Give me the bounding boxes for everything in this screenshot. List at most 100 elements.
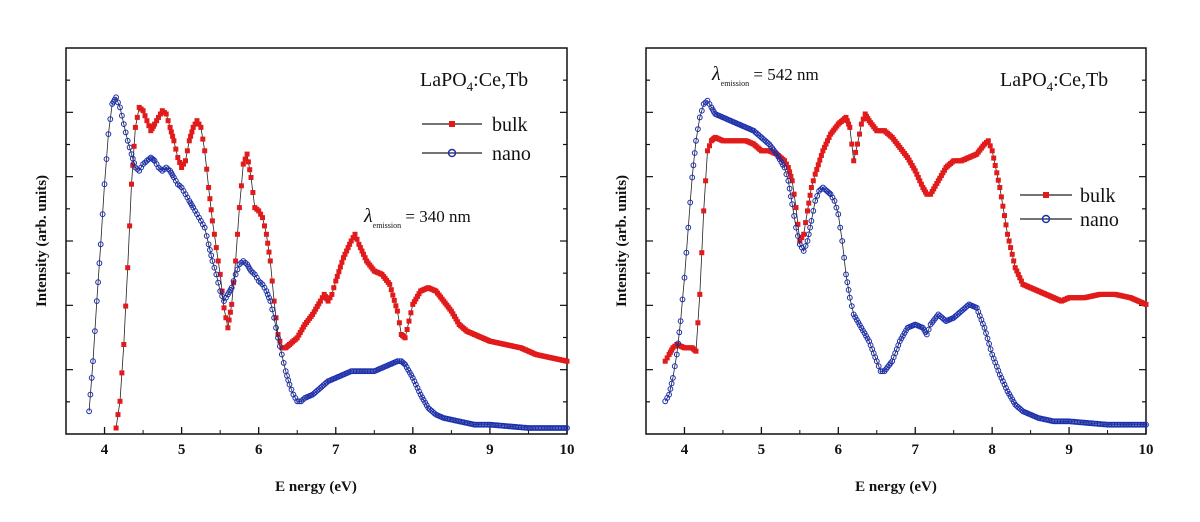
right-series-nano-point — [848, 303, 855, 310]
left-series-bulk-point — [387, 281, 393, 287]
right-series-bulk-point — [806, 200, 812, 206]
left-series-bulk-point — [408, 310, 414, 316]
left-series-nano-point — [564, 425, 570, 431]
left-series-bulk-point — [125, 265, 131, 271]
left-annotation-text: = 340 nm — [401, 207, 471, 226]
right-series-nano — [662, 97, 1149, 428]
right-series-nano-point — [839, 238, 846, 244]
left-series-bulk-point — [202, 148, 208, 154]
right-series-nano-point — [785, 177, 792, 184]
right-series-nano-point — [1143, 421, 1149, 428]
left-series-bulk-point — [240, 161, 246, 167]
left-series-nano-point — [105, 131, 112, 138]
left-series-bulk-point — [154, 118, 160, 124]
left-legend-nano-marker — [447, 148, 457, 158]
right-series-nano-point — [786, 185, 793, 192]
right-series-bulk-point — [911, 165, 917, 171]
right-lambda-symbol: λ — [711, 63, 721, 85]
left-lambda-symbol: λ — [363, 205, 373, 227]
left-series-bulk-point — [163, 111, 169, 117]
right-series-bulk-point — [1000, 203, 1006, 209]
left-series-bulk-point — [113, 425, 119, 431]
left-series-bulk-point — [390, 292, 396, 298]
right-legend-bulk-marker — [1043, 192, 1049, 198]
left-series-bulk-point — [132, 124, 138, 130]
right-series-nano-point — [673, 351, 680, 358]
right-series-bulk-point — [846, 121, 852, 127]
left-series-bulk-point — [229, 301, 235, 307]
left-x-tick-label: 5 — [178, 442, 186, 458]
left-legend-bulk-label: bulk — [492, 114, 528, 136]
right-series-nano-point — [1001, 381, 1008, 388]
right-series-bulk-point — [917, 178, 923, 184]
right-legend-nano-marker — [1041, 214, 1051, 224]
left-series-bulk-point — [127, 223, 133, 229]
left-series-bulk-point — [235, 231, 240, 237]
right-series-bulk-point — [785, 165, 791, 170]
left-series-nano-point — [232, 271, 239, 278]
left-series-nano-point — [263, 288, 270, 295]
right-series-bulk-point — [825, 138, 830, 144]
left-series-bulk-point — [123, 303, 129, 309]
right-legend-nano-label: nano — [1080, 209, 1119, 231]
left-series-bulk-point — [344, 248, 350, 254]
left-series-nano-point — [278, 351, 285, 358]
left-series-bulk-point — [410, 301, 416, 307]
right-series-bulk-point — [1003, 222, 1009, 228]
right-series-bulk-point — [942, 167, 947, 173]
left-series-bulk-point — [275, 332, 281, 337]
left-series-bulk-point — [173, 146, 179, 152]
left-series-bulk-point — [394, 308, 400, 314]
left-series-nano-point — [120, 121, 127, 127]
left-series-bulk-point — [317, 298, 323, 304]
left-series-nano-point — [288, 386, 295, 393]
right-series-nano-point — [791, 213, 797, 219]
right-x-ticks: 4 5 6 7 8 9 10 — [645, 427, 1154, 458]
left-series-nano-point — [115, 99, 121, 106]
left-series-nano-point — [150, 156, 157, 163]
right-series-bulk-point — [807, 192, 813, 198]
left-x-ticks: 4 5 6 7 8 9 10 — [65, 427, 575, 458]
left-series-bulk-point — [310, 311, 316, 317]
right-series-bulk-point — [844, 118, 850, 124]
right-series-nano-point — [671, 363, 678, 370]
left-series-bulk-point — [250, 190, 256, 195]
left-series-bulk-point — [233, 258, 239, 264]
left-series-bulk-point — [245, 159, 251, 165]
left-series-bulk-point — [223, 315, 229, 321]
left-series-bulk-point — [157, 111, 163, 117]
left-series-bulk-point — [167, 124, 173, 130]
right-compound-label: LaPO4:Ce,Tb — [1000, 69, 1108, 94]
right-series-bulk-point — [843, 114, 849, 120]
left-series-nano — [86, 94, 570, 431]
left-series-nano-point — [117, 104, 123, 111]
right-series-bulk-point — [815, 162, 821, 168]
right-series-bulk-point — [1011, 258, 1017, 264]
right-series-nano-point — [667, 386, 674, 392]
left-series-bulk — [113, 104, 570, 431]
left-series-bulk-point — [354, 236, 360, 242]
left-series-bulk-point — [225, 325, 231, 331]
left-series-bulk-point — [263, 231, 269, 237]
right-series-bulk-point — [805, 208, 810, 214]
left-series-bulk-point — [266, 249, 272, 255]
right-series-nano-point — [1000, 378, 1006, 385]
right-series-bulk-point — [1014, 268, 1020, 274]
right-series-bulk-point — [818, 153, 824, 158]
left-series-nano-point — [411, 378, 418, 385]
right-x-tick-label: 5 — [758, 442, 766, 458]
right-series-nano-point — [800, 248, 807, 254]
right-series-bulk-point — [912, 168, 918, 174]
left-series-nano-point — [413, 381, 419, 388]
left-series-bulk-point — [342, 251, 348, 257]
right-series-nano-point — [793, 224, 799, 231]
left-series-bulk-point — [393, 303, 399, 309]
left-series-nano-point — [101, 181, 108, 188]
right-series-bulk-point — [1005, 231, 1010, 237]
left-series-nano-point — [217, 288, 224, 295]
right-series-nano-point — [843, 271, 849, 278]
left-series-nano-point — [86, 408, 92, 415]
left-series-bulk-point — [359, 248, 365, 254]
left-series-bulk-point — [348, 238, 354, 244]
left-series-bulk-point — [115, 412, 121, 418]
